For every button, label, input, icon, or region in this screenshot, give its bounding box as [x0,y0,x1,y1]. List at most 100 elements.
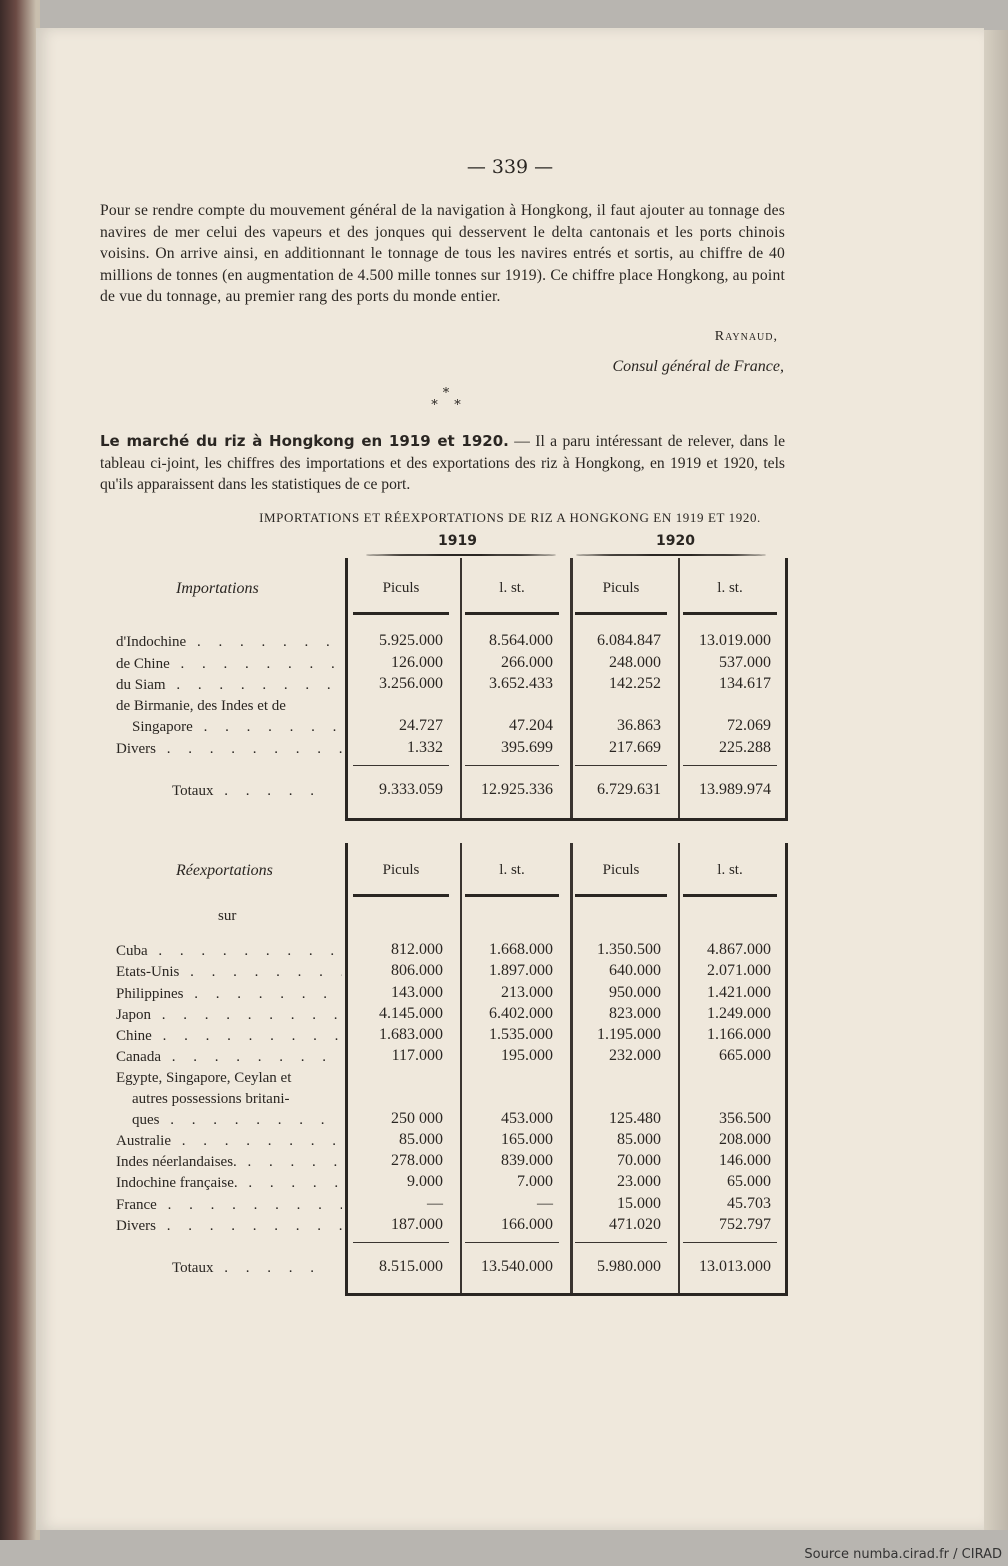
table-cell: 395.699 [501,739,553,756]
row-label-text: Egypte, Singapore, Ceylan et [116,1070,292,1086]
table-cell: 356.500 [719,1110,771,1127]
header-rule [575,894,667,897]
year-1919: 1919 [438,533,477,549]
table-caption: IMPORTATIONS ET RÉEXPORTATIONS DE RIZ A … [259,510,761,525]
row-label-text: Divers [116,741,156,757]
leader-dots: . . . . . . . . . . . . [161,1007,342,1023]
column-header: l. st. [499,580,525,596]
table-cell: — [537,1195,553,1212]
leader-dots: . . . . . . . . . . . . [181,1133,342,1149]
row-label: Egypte, Singapore, Ceylan et [116,1070,342,1087]
row-label-text: Chine [116,1028,152,1044]
table-cell: 806.000 [391,962,443,979]
leader-dots: . . . . . . . . . . . . [166,741,342,757]
table-cell: 1.249.000 [707,1005,771,1022]
leader-dots: . . . . . . . . . . . . [247,1154,342,1170]
sum-rule [353,765,449,767]
total-cell: 8.515.000 [379,1258,443,1275]
sum-rule [465,765,559,767]
row-label-text: Indochine française. [116,1175,238,1191]
row-label: Indes néerlandaises. . . . . . . . . . .… [116,1154,342,1171]
table-cell: 70.000 [617,1152,661,1169]
table-cell: 3.256.000 [379,675,443,692]
sum-rule [353,1242,449,1244]
table-cell: 45.703 [727,1195,771,1212]
leader-dots: . . . . . . . . . . . . [158,943,342,959]
leader-dots: . . . . . . . . . . . . [170,1112,342,1128]
table-cell: 134.617 [719,675,771,692]
total-cell: 6.729.631 [597,781,661,798]
table-cell: 232.000 [609,1047,661,1064]
totals-label-text: Totaux [172,783,214,799]
column-header: Piculs [602,862,640,878]
header-rule [353,612,449,615]
table-cell: 4.145.000 [379,1005,443,1022]
table-cell: 195.000 [501,1047,553,1064]
table-cell: 823.000 [609,1005,661,1022]
leader-dots: . . . . . . . . . . . . [166,1218,342,1234]
reexports-heading: Réexportations [176,862,273,879]
leader-dots: . . . . . . . . . . . . [190,964,342,980]
table-cell: 6.084.847 [597,632,661,649]
row-label-text: Cuba [116,943,148,959]
table-cell: 1.535.000 [489,1026,553,1043]
row-label-text: Etats-Unis [116,964,180,980]
sum-rule [465,1242,559,1244]
total-cell: 13.540.000 [481,1258,553,1275]
column-divider [460,558,462,818]
row-label: ques . . . . . . . . . . . . [116,1112,342,1129]
column-header: Piculs [382,862,420,878]
table-cell: 23.000 [617,1173,661,1190]
table-cell: 166.000 [501,1216,553,1233]
header-rule [353,894,449,897]
table-cell: 85.000 [617,1131,661,1148]
table-cell: 1.421.000 [707,984,771,1001]
table-cell: 278.000 [391,1152,443,1169]
header-rule [575,612,667,615]
row-label: de Birmanie, des Indes et de [116,698,342,715]
table-cell: 250 000 [391,1110,443,1127]
header-rule [683,612,777,615]
row-label-text: Canada [116,1049,161,1065]
row-label: Cuba . . . . . . . . . . . . [116,943,342,960]
table-cell: 142.252 [609,675,661,692]
imports-table [345,558,788,821]
row-label: Singapore . . . . . . . . . . . . [116,719,342,736]
leader-dots: . . . . . . . . . . . . [194,986,342,1002]
section-paragraph: Le marché du riz à Hongkong en 1919 et 1… [100,431,785,496]
table-cell: 187.000 [391,1216,443,1233]
section-title: Le marché du riz à Hongkong en 1919 et 1… [100,432,509,450]
table-cell: 471.020 [609,1216,661,1233]
table-cell: 1.683.000 [379,1026,443,1043]
row-label-text: Singapore [132,719,193,735]
header-rule [683,894,777,897]
table-cell: 9.000 [407,1173,443,1190]
row-label: Chine . . . . . . . . . . . . [116,1028,342,1045]
row-label-text: d'Indochine [116,634,187,650]
row-label-text: ques [132,1112,160,1128]
row-label: Divers . . . . . . . . . . . . [116,741,342,758]
leader-dots: . . . . . . . . . . . . [248,1175,342,1191]
table-cell: 8.564.000 [489,632,553,649]
table-cell: 640.000 [609,962,661,979]
column-header: l. st. [717,580,743,596]
table-cell: 117.000 [391,1047,443,1064]
row-label: d'Indochine . . . . . . . . . . . . [116,634,342,651]
table-cell: 3.652.433 [489,675,553,692]
total-cell: 5.980.000 [597,1258,661,1275]
table-cell: 126.000 [391,654,443,671]
table-cell: — [427,1195,443,1212]
total-cell: 13.989.974 [699,781,771,798]
table-cell: 36.863 [617,717,661,734]
row-label: Etats-Unis . . . . . . . . . . . . [116,964,342,981]
table-cell: 7.000 [517,1173,553,1190]
column-divider [678,558,680,818]
book-spine-edge [0,0,40,1540]
row-label-text: de Birmanie, des Indes et de [116,698,286,714]
table-cell: 165.000 [501,1131,553,1148]
leader-dots: . . . . . . . . . . . . [176,677,342,693]
row-label-text: Australie [116,1133,171,1149]
table-cell: 72.069 [727,717,771,734]
table-cell: 2.071.000 [707,962,771,979]
table-cell: 125.480 [609,1110,661,1127]
